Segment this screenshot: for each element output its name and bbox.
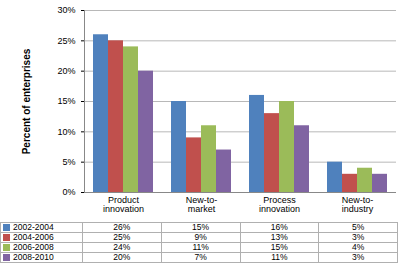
svg-text:0%: 0% [62,187,75,197]
svg-text:30%: 30% [57,5,75,15]
html-text:16%: 16% [270,222,288,232]
svg-text:New-to-market: New-to-market [186,195,218,214]
html-text:15%: 15% [270,242,288,252]
svg-text:New-to-industry: New-to-industry [342,195,374,214]
html-text:3%: 3% [352,232,365,242]
svg-text:15%: 15% [57,96,75,106]
html-text:9%: 9% [194,232,207,242]
svg-text:Processinnovation: Processinnovation [259,195,300,214]
html-text:2002-2004: 2002-2004 [13,222,54,232]
svg-text:5%: 5% [62,157,75,167]
html-text:11%: 11% [192,242,209,252]
html-text:15%: 15% [192,222,210,232]
html-text:24%: 24% [113,242,131,252]
html-text:2004-2006: 2004-2006 [13,232,54,242]
svg-text:25%: 25% [57,36,75,46]
html-text:7%: 7% [194,252,207,262]
html-text:2008-2010: 2008-2010 [13,252,54,262]
html-text:26%: 26% [113,222,131,232]
html-text:20%: 20% [113,252,131,262]
html-text:3%: 3% [352,252,365,262]
svg-text:Productinnovation: Productinnovation [103,195,144,214]
html-text:25%: 25% [113,232,131,242]
svg-text:10%: 10% [57,127,75,137]
svg-text:Percent of enterprises: Percent of enterprises [21,48,32,154]
html-text:5%: 5% [352,222,365,232]
svg-text:20%: 20% [57,66,75,76]
html-text:11%: 11% [271,252,288,262]
html-text:13%: 13% [270,232,288,242]
html-text:2006-2008: 2006-2008 [13,242,54,252]
html-text:4%: 4% [352,242,365,252]
